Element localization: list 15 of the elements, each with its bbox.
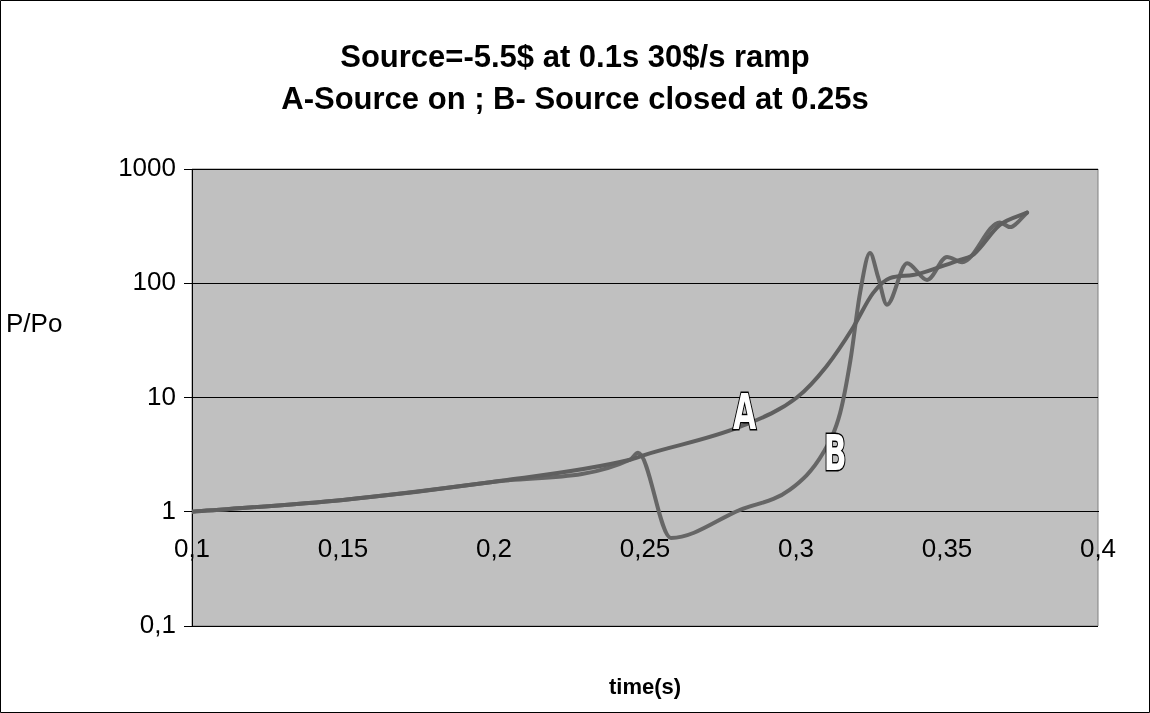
x-tick-label: 0,25 [619,532,671,563]
y-tick-label: 100 [132,266,176,297]
chart-title: Source=-5.5$ at 0.1s 30$/s ramp A-Source on ; B- Source closed at 0.25s [281,38,869,116]
x-tick-label: 0,3 [777,532,815,563]
x-axis-title: time(s) [608,674,682,700]
y-tick-label: 0,1 [139,609,176,640]
x-tick-label: 0,2 [475,532,513,563]
x-tick-label: 0,4 [1079,532,1117,563]
x-tick-label: 0,35 [921,532,973,563]
annotation: B [823,423,847,483]
y-tick-label: 1 [161,494,176,525]
y-tick-label: 10 [147,380,176,411]
y-tick-label: 1000 [118,152,176,183]
y-axis-title: P/Po [6,308,63,339]
x-tick-label: 0,15 [317,532,369,563]
